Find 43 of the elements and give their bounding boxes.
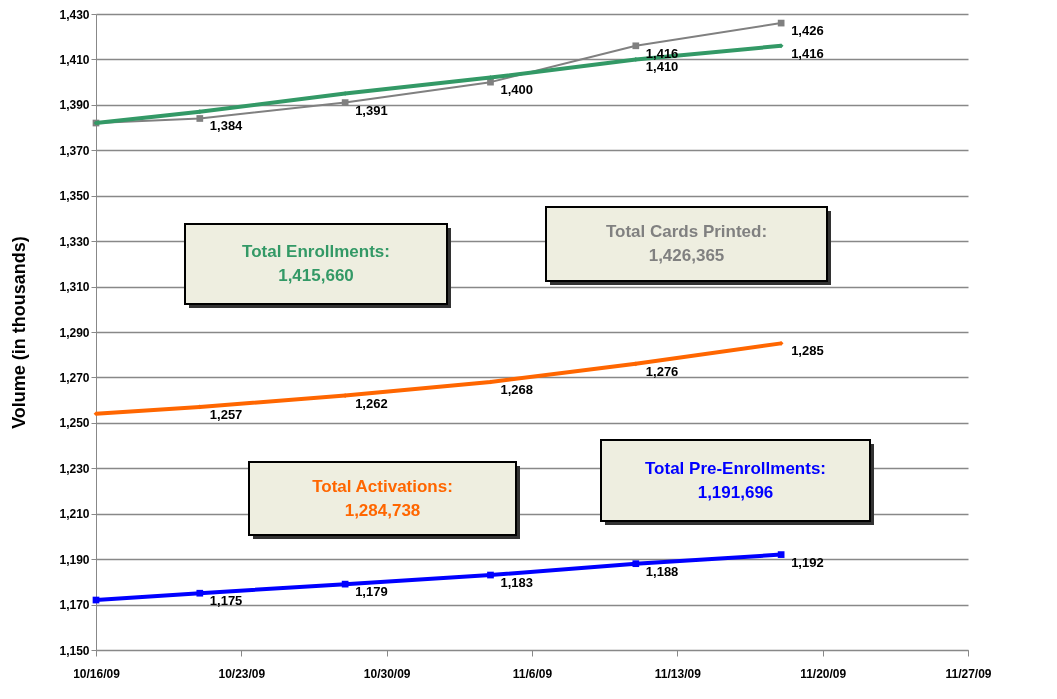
data-label: 1,262 xyxy=(355,395,388,411)
y-tick-label: 1,270 xyxy=(59,370,90,385)
data-label: 1,179 xyxy=(355,584,388,600)
x-tick-label: 10/30/09 xyxy=(363,666,411,681)
data-label: 1,384 xyxy=(209,118,244,134)
y-tick-label: 1,210 xyxy=(59,507,90,522)
x-tick-label: 11/6/09 xyxy=(512,666,553,681)
data-label: 1,285 xyxy=(791,343,824,359)
y-tick-label: 1,370 xyxy=(59,143,90,158)
y-tick-label: 1,350 xyxy=(59,189,90,204)
y-tick-label: 1,310 xyxy=(59,280,90,295)
x-tick-label: 11/27/09 xyxy=(945,666,992,681)
data-label: 1,268 xyxy=(500,381,534,397)
x-tick-label: 11/13/09 xyxy=(654,666,702,681)
y-tick-label: 1,410 xyxy=(59,52,90,67)
annotation: Total Activations: 1,284,738 xyxy=(312,476,453,520)
data-label: 1,400 xyxy=(500,82,534,98)
data-label: 1,416 xyxy=(791,45,824,61)
y-tick-label: 1,390 xyxy=(59,98,90,113)
y-tick-label: 1,170 xyxy=(59,598,90,613)
data-label: 1,426 xyxy=(791,23,824,39)
y-tick-label: 1,330 xyxy=(59,234,90,249)
data-label: 1,183 xyxy=(500,575,534,591)
data-label: 1,257 xyxy=(209,406,243,422)
data-label: 1,276 xyxy=(645,363,679,379)
x-tick-label: 11/20/09 xyxy=(800,666,847,681)
y-tick-label: 1,150 xyxy=(59,643,90,658)
y-tick-label: 1,230 xyxy=(59,461,90,476)
y-tick-label: 1,430 xyxy=(59,7,90,22)
data-label: 1,410 xyxy=(645,59,679,75)
data-label: 1,188 xyxy=(645,563,679,579)
y-tick-label: 1,250 xyxy=(59,416,90,431)
x-tick-label: 10/16/09 xyxy=(73,666,121,681)
data-label: 1,175 xyxy=(209,593,243,609)
annotation: Total Pre-Enrollments: 1,191,696 xyxy=(644,458,827,502)
annotation: Total Cards Printed: 1,426,365 xyxy=(605,222,768,265)
data-label: 1,192 xyxy=(791,554,824,570)
x-tick-label: 10/23/09 xyxy=(218,666,266,681)
data-label: 1,391 xyxy=(355,102,388,118)
y-tick-label: 1,190 xyxy=(59,552,90,567)
y-axis-title: Volume (in thousands) xyxy=(9,236,30,429)
y-tick-label: 1,290 xyxy=(59,325,90,340)
annotation: Total Enrollments: 1,415,660 xyxy=(242,242,390,285)
